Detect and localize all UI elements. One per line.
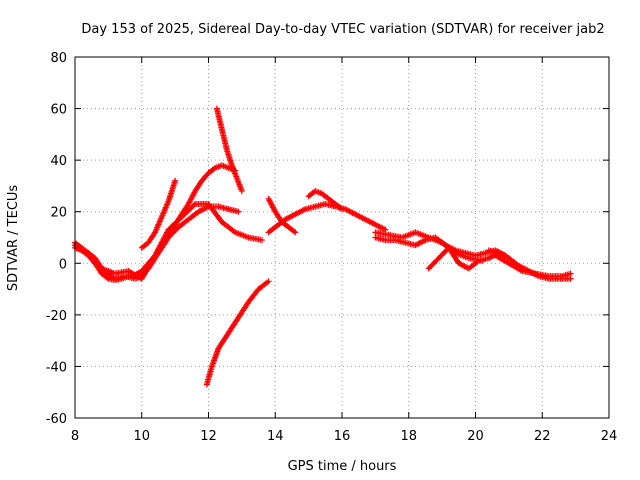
chart-ticks: 8 10 12 14 16 18 20 22 24 -60 -40 -20 0 20 40 60 80 <box>46 51 618 444</box>
x-tick-label: 24 <box>601 429 618 444</box>
y-tick-label: 80 <box>50 51 67 66</box>
x-tick-label: 14 <box>267 429 284 444</box>
x-tick-label: 10 <box>133 429 150 444</box>
y-tick-label: 40 <box>50 154 67 169</box>
y-axis-label: SDTVAR / TECUs <box>6 185 21 292</box>
y-tick-label: -60 <box>46 412 67 427</box>
series-arc-midday-2 <box>265 195 299 236</box>
x-tick-label: 8 <box>71 429 79 444</box>
data-point <box>238 188 245 195</box>
series-arc-afternoon-2 <box>372 229 486 264</box>
series-arc-afternoon-3 <box>425 244 502 272</box>
data-point <box>337 205 344 212</box>
x-tick-label: 22 <box>534 429 551 444</box>
data-point <box>230 228 237 235</box>
series-arc-evening-2 <box>492 252 574 280</box>
y-tick-label: -40 <box>46 360 67 375</box>
data-point <box>290 228 297 235</box>
series-arc-noon-peaks <box>305 188 345 213</box>
x-tick-label: 16 <box>334 429 351 444</box>
data-point <box>172 177 179 184</box>
data-point <box>567 270 574 277</box>
series-arc-negative-rising <box>203 278 272 388</box>
x-tick-label: 18 <box>400 429 417 444</box>
series-arc-high-descending <box>213 105 245 195</box>
series-arc-rising <box>138 177 179 251</box>
chart-grid <box>75 57 609 418</box>
chart-title: Day 153 of 2025, Sidereal Day-to-day VTE… <box>81 22 604 37</box>
y-tick-label: 60 <box>50 103 67 118</box>
x-tick-label: 12 <box>200 429 217 444</box>
data-point <box>258 237 265 244</box>
data-point <box>210 165 217 172</box>
y-tick-label: -20 <box>46 309 67 324</box>
data-point <box>292 229 299 236</box>
series-arc-mid-morning <box>72 200 265 282</box>
y-tick-label: 20 <box>50 206 67 221</box>
data-point <box>265 278 272 285</box>
series-arc-midday <box>265 200 389 236</box>
x-tick-label: 20 <box>467 429 484 444</box>
chart-marks <box>72 105 574 388</box>
y-tick-label: 0 <box>59 257 67 272</box>
data-point <box>567 275 574 282</box>
x-axis-label: GPS time / hours <box>288 459 397 474</box>
data-point <box>235 208 242 215</box>
data-point <box>190 202 197 209</box>
data-point <box>339 206 345 213</box>
